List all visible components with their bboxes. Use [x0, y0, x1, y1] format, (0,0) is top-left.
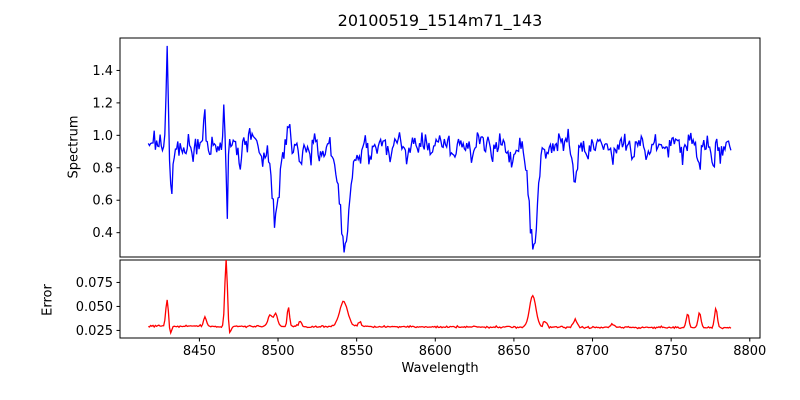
- x-tick-label: 8700: [576, 344, 609, 359]
- spectrum-line: [147, 45, 732, 253]
- spectrum_panel-y-tick-label: 0.6: [92, 194, 113, 209]
- x-tick-label: 8450: [183, 344, 216, 359]
- plot-title: 20100519_1514m71_143: [337, 11, 543, 30]
- error_panel-axes-frame: [119, 259, 761, 339]
- x-tick-label: 8800: [733, 344, 766, 359]
- x-tick-label: 8650: [497, 344, 530, 359]
- spectrum_panel-axes-frame: [119, 37, 761, 258]
- error-line: [148, 260, 732, 336]
- x-tick-label: 8750: [655, 344, 688, 359]
- error_panel-y-tick-label: 0.075: [76, 276, 113, 291]
- x-axis-label: Wavelength: [401, 361, 479, 376]
- x-tick-label: 8550: [340, 344, 373, 359]
- error_panel-y-tick-label: 0.050: [76, 300, 113, 315]
- spectrum_panel-y-tick-label: 1.4: [92, 64, 113, 79]
- error_panel-y-tick-label: 0.025: [76, 324, 113, 339]
- spectrum_panel-y-tick-label: 0.4: [92, 226, 113, 241]
- spectrum_panel-y-tick-label: 1.0: [92, 129, 113, 144]
- spectrum_panel-y-tick-label: 0.8: [92, 161, 113, 176]
- x-tick-label: 8600: [419, 344, 452, 359]
- x-tick-label: 8500: [261, 344, 294, 359]
- spectrum_panel-y-tick-label: 1.2: [92, 96, 113, 111]
